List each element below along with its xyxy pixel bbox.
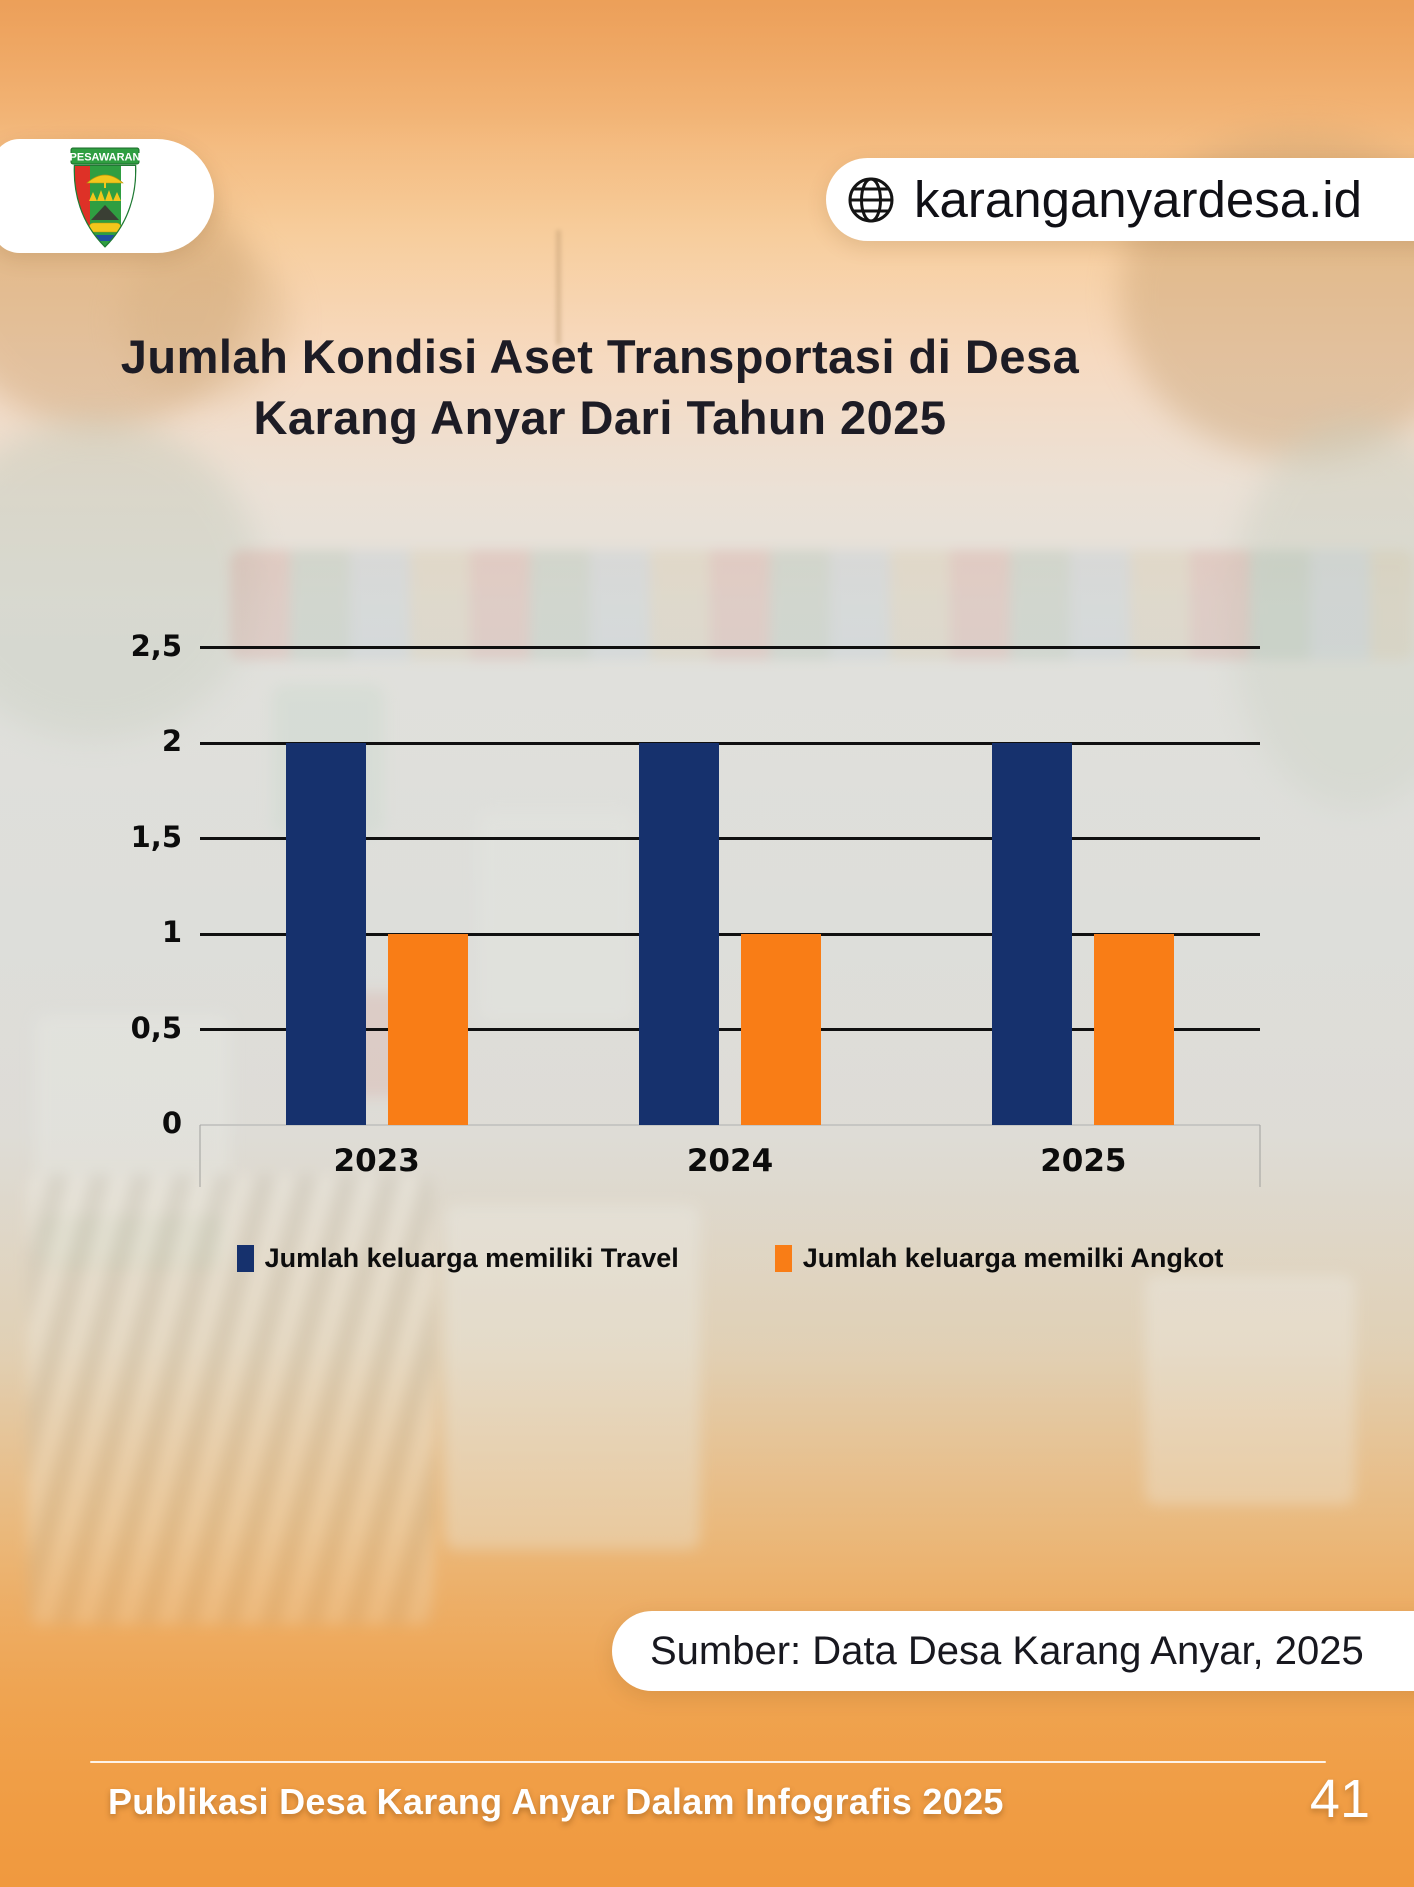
page-title-line2: Karang Anyar Dari Tahun 2025 (253, 391, 947, 444)
chart-legend: Jumlah keluarga memiliki Travel Jumlah ke… (200, 1243, 1260, 1274)
page-title: Jumlah Kondisi Aset Transportasi di Desa… (20, 326, 1180, 448)
logo-banner-text: PESAWARAN (70, 152, 141, 164)
y-axis-tick-label: 0 (161, 1106, 182, 1140)
legend-label: Jumlah keluarga memilki Angkot (802, 1243, 1224, 1273)
x-axis-category-label: 2023 (333, 1143, 420, 1179)
page-title-line1: Jumlah Kondisi Aset Transportasi di Desa (120, 330, 1080, 383)
x-axis-category-label: 2024 (686, 1143, 774, 1179)
source-text: Sumber: Data Desa Karang Anyar, 2025 (650, 1628, 1364, 1673)
y-axis-tick-label: 2,5 (130, 628, 182, 663)
bar-travel (639, 743, 719, 1125)
gridline (200, 932, 1260, 936)
page-number: 41 (1309, 1769, 1370, 1829)
legend-swatch (774, 1245, 792, 1272)
legend-swatch (236, 1245, 254, 1272)
gridline (200, 741, 1260, 745)
bar-angkot (741, 934, 821, 1125)
gridline (200, 837, 1260, 840)
bar-angkot (387, 934, 468, 1125)
footer-text: Publikasi Desa Karang Anyar Dalam Infogr… (108, 1781, 1004, 1822)
website-badge: karanganyardesa.id (826, 158, 1414, 241)
footer-divider (90, 1761, 1326, 1763)
y-axis-tick-label: 1 (161, 915, 182, 949)
plot-frame-edge (1259, 1125, 1261, 1187)
bar-travel (992, 743, 1073, 1125)
globe-icon (848, 177, 894, 222)
y-axis-tick-label: 1,5 (130, 819, 182, 854)
plot-frame-edge (199, 1125, 201, 1187)
gridline (200, 646, 1260, 649)
y-axis-tick-label: 0,5 (130, 1010, 182, 1045)
y-axis-tick-label: 2 (161, 724, 182, 758)
legend-item: Jumlah keluarga memilki Angkot (774, 1243, 1224, 1274)
website-url: karanganyardesa.id (914, 171, 1362, 228)
x-axis-category-label: 2025 (1040, 1143, 1127, 1179)
legend-item: Jumlah keluarga memiliki Travel (236, 1243, 679, 1274)
pesawaran-crest-icon: PESAWARAN (70, 147, 141, 248)
gridline (200, 1028, 1260, 1031)
legend-label: Jumlah keluarga memiliki Travel (264, 1243, 679, 1273)
bar-angkot (1094, 934, 1175, 1125)
bar-travel (285, 743, 366, 1125)
x-axis-baseline (200, 1124, 1260, 1126)
source-badge: Sumber: Data Desa Karang Anyar, 2025 (612, 1611, 1414, 1691)
